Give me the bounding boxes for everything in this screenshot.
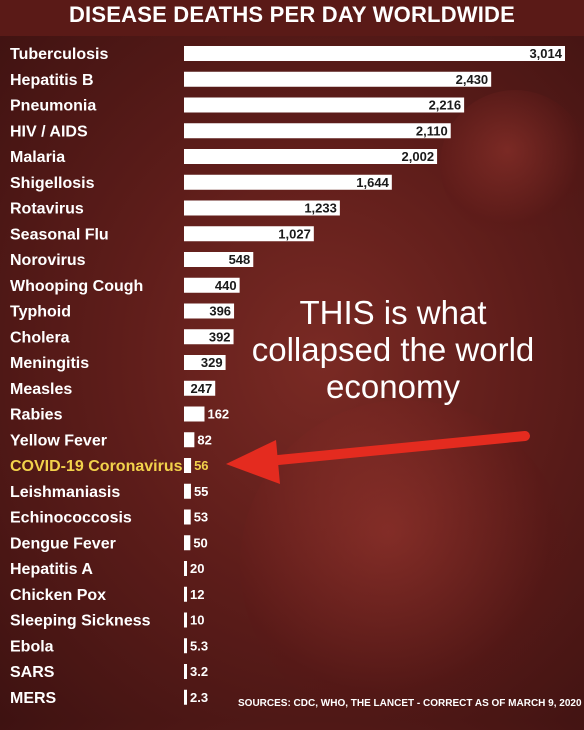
category-label: Seasonal Flu	[10, 226, 109, 243]
category-label: Tuberculosis	[10, 46, 108, 63]
value-label: 5.3	[190, 638, 208, 653]
value-label: 162	[207, 407, 229, 422]
value-label: 440	[215, 278, 237, 293]
sources-note: SOURCES: CDC, WHO, THE LANCET - CORRECT …	[238, 698, 582, 709]
arrow-group	[226, 431, 530, 484]
value-label: 396	[209, 304, 231, 319]
bar	[184, 303, 235, 319]
value-label: 55	[194, 484, 208, 499]
value-label: 56	[194, 458, 208, 473]
title-bar	[0, 0, 584, 36]
bar	[184, 252, 254, 267]
virus-illustration-small	[440, 90, 584, 240]
category-label: Echinococcosis	[10, 510, 132, 527]
value-label: 1,027	[278, 226, 311, 241]
annotation-text: THIS is what collapsed the world economy	[251, 294, 535, 405]
category-label: COVID-19 Coronavirus	[10, 458, 183, 475]
value-label: 1,233	[304, 201, 337, 216]
value-label: 2,216	[429, 98, 462, 113]
category-label: Leishmaniasis	[10, 484, 120, 501]
pointer-arrow-head	[226, 440, 280, 484]
value-label: 10	[190, 613, 204, 628]
category-label: SARS	[10, 664, 55, 681]
bar	[184, 509, 191, 525]
bar	[184, 123, 451, 139]
category-label: Meningitis	[10, 355, 89, 372]
value-label: 247	[191, 381, 213, 396]
chart-title: DISEASE DEATHS PER DAY WORLDWIDE	[68, 2, 516, 27]
bar	[184, 458, 192, 473]
bar	[184, 586, 187, 602]
bar	[184, 664, 187, 679]
value-label: 3,014	[529, 46, 562, 61]
category-label: Yellow Fever	[10, 432, 107, 449]
bar	[184, 329, 234, 345]
bar	[184, 535, 191, 551]
value-label: 2.3	[190, 690, 208, 705]
category-label: Typhoid	[10, 304, 71, 321]
value-label: 3.2	[190, 664, 208, 679]
bar	[184, 149, 438, 164]
value-label: 53	[194, 510, 208, 525]
bar	[184, 689, 187, 705]
bar	[184, 71, 492, 87]
value-label: 50	[193, 535, 207, 550]
bar	[184, 561, 187, 576]
bar	[184, 483, 191, 499]
category-label: Norovirus	[10, 252, 86, 269]
bar	[184, 277, 240, 293]
bar	[184, 200, 340, 216]
category-label: MERS	[10, 690, 57, 707]
bar	[184, 638, 187, 654]
bar	[184, 46, 565, 61]
bar	[184, 380, 216, 396]
bar	[184, 226, 314, 242]
category-label: Pneumonia	[10, 98, 96, 115]
category-label: Hepatitis B	[10, 72, 94, 89]
category-labels-group: Tuberculosis Hepatitis B Pneumonia HIV / AI…	[10, 46, 183, 707]
bar	[184, 355, 226, 370]
value-label: 2,430	[456, 72, 489, 87]
category-label: Hepatitis A	[10, 561, 93, 578]
value-label: 12	[190, 587, 204, 602]
pointer-arrow-shaft	[263, 431, 530, 466]
category-label: HIV / AIDS	[10, 123, 88, 140]
category-label: Malaria	[10, 149, 65, 166]
category-label: Chicken Pox	[10, 587, 106, 604]
value-label: 20	[190, 561, 204, 576]
category-label: Ebola	[10, 638, 54, 655]
value-label: 2,002	[402, 149, 435, 164]
bar	[184, 612, 187, 628]
category-label: Sleeping Sickness	[10, 613, 151, 630]
category-label: Cholera	[10, 329, 70, 346]
bar	[184, 174, 392, 190]
category-label: Rabies	[10, 407, 63, 424]
category-label: Rotavirus	[10, 201, 84, 218]
bar	[184, 97, 465, 113]
value-label: 2,110	[416, 123, 448, 138]
bar	[184, 432, 195, 448]
value-label: 82	[197, 432, 211, 447]
category-label: Measles	[10, 381, 72, 398]
category-label: Shigellosis	[10, 175, 95, 192]
value-label: 548	[229, 252, 251, 267]
value-label: 329	[201, 355, 223, 370]
category-label: Whooping Cough	[10, 278, 143, 295]
bars-group: 3,014 2,430 2,216 2,110 2,002 1,644 1,233 1,027…	[184, 46, 565, 705]
bar	[184, 406, 205, 422]
value-label: 1,644	[356, 175, 389, 190]
category-label: Dengue Fever	[10, 535, 116, 552]
value-label: 392	[209, 329, 231, 344]
